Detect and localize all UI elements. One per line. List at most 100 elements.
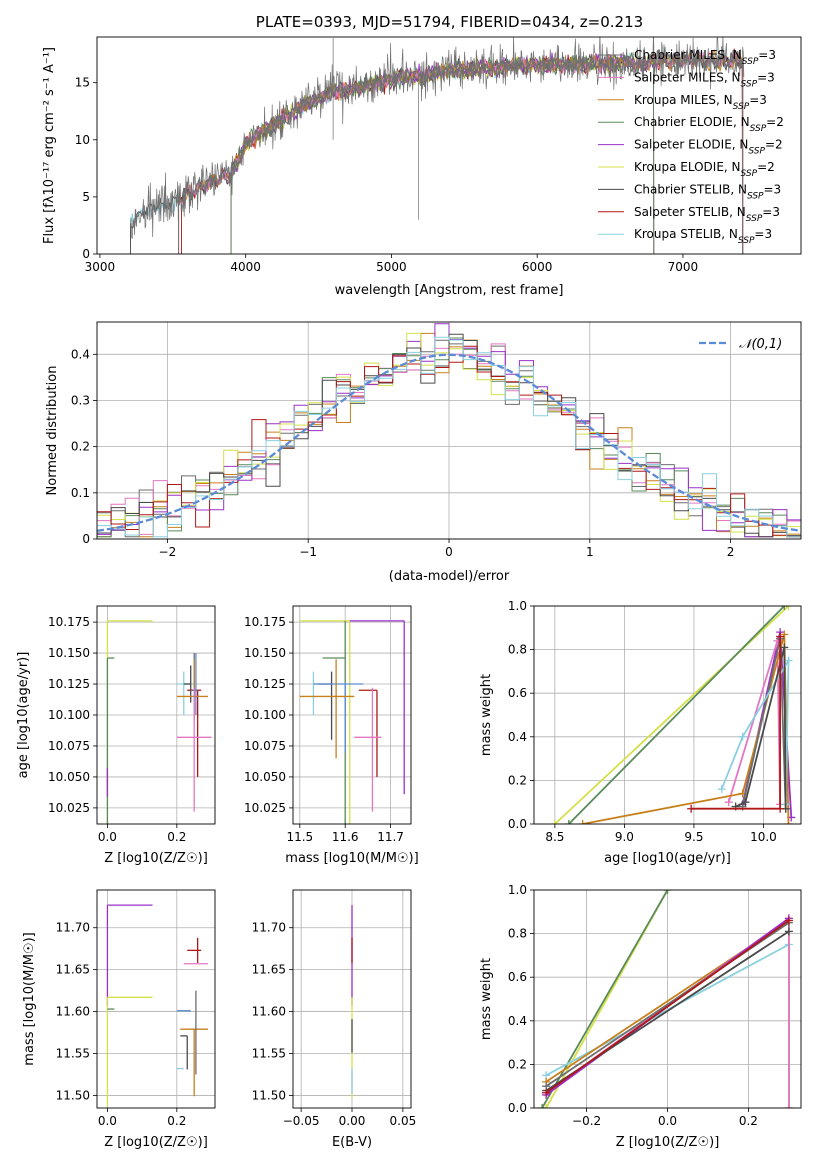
y-tick-label: 0.4 [508, 1014, 527, 1028]
x-tick-label: 6000 [522, 260, 553, 274]
y-tick-label: 0.3 [71, 393, 90, 407]
x-tick-label: 4000 [230, 260, 261, 274]
legend-subscript: SSP [750, 124, 767, 134]
model-chabrier_elodie [230, 52, 655, 254]
legend-label: Kroupa STELIB, NSSP=3 [634, 227, 772, 246]
y-axis-label: Flux [fλ10⁻¹⁷ erg cm⁻² s⁻¹ A⁻¹] [42, 47, 57, 244]
legend-subscript: SSP [741, 169, 758, 179]
weight-marker [663, 890, 672, 894]
axes-frame [96, 36, 802, 255]
y-tick-label: 0.4 [71, 347, 90, 361]
axes-residuals: −2 −1 0 1 2 0 0.1 0.2 0.3 0.4 Normed distribution (… [45, 321, 802, 584]
weight-marker [784, 606, 793, 610]
y-tick-label: 10 [75, 133, 90, 147]
legend-subscript: SSP [741, 79, 758, 89]
y-tick-label: 11.65 [252, 963, 286, 977]
y-tick-label: 11.50 [56, 1088, 90, 1102]
x-axis-label: age [log10(age/yr)] [604, 851, 731, 866]
weight-marker [784, 927, 793, 936]
weight-marker [780, 643, 789, 652]
y-tick-label: 0 [82, 532, 90, 546]
weight-marker [784, 820, 793, 824]
legend-label: Salpeter ELODIE, NSSP=2 [634, 138, 783, 157]
y-tick-label: 10.125 [48, 677, 90, 691]
legend-suffix: =3 [762, 205, 780, 219]
legend-subscript: SSP [746, 214, 763, 224]
y-axis-label: Normed distribution [45, 366, 60, 496]
x-axis-label: E(B-V) [332, 1135, 372, 1150]
y-tick-label: 0 [82, 247, 90, 261]
y-tick-label: 10.075 [48, 739, 90, 753]
axes-age_vs_Z: 0.0 0.2 10.025 10.050 10.075 10.100 10.125 10.1… [16, 605, 216, 866]
x-tick-label: 11.5 [286, 830, 313, 844]
y-tick-label: 1.0 [508, 599, 527, 613]
y-tick-label: 11.50 [252, 1088, 286, 1102]
weight-marker [578, 820, 587, 824]
y-tick-label: 0.2 [71, 440, 90, 454]
y-tick-label: 10.150 [48, 646, 90, 660]
model-kroupa_elodie [230, 53, 655, 254]
y-tick-label: 10.075 [244, 739, 286, 753]
axes-frame [292, 605, 412, 825]
x-tick-label: 0.2 [739, 1114, 758, 1128]
x-tick-label: 5000 [376, 260, 407, 274]
x-tick-label: −0.2 [572, 1114, 601, 1128]
axes-mass_vs_EBV: −0.05 0.00 0.05 11.50 11.55 11.60 11.65 11.70 E(… [252, 889, 416, 1150]
x-tick-label: 0.00 [339, 1114, 366, 1128]
x-tick-label: 0.0 [98, 830, 117, 844]
legend-label: Salpeter STELIB, NSSP=3 [634, 205, 780, 224]
legend-subscript: SSP [733, 102, 750, 112]
x-tick-label: −2 [159, 545, 177, 559]
axes-weight_vs_age: 8.5 9.0 9.5 10.0 0.0 0.2 0.4 0.6 0.8 1.0 mass weig… [479, 599, 802, 866]
x-tick-label: −1 [299, 545, 317, 559]
y-tick-label: 10.050 [48, 770, 90, 784]
x-tick-label: 10.0 [750, 830, 777, 844]
legend-suffix: =2 [766, 115, 784, 129]
weight-line-chabrier_stelib [735, 647, 787, 809]
x-axis-label: (data-model)/error [389, 569, 510, 584]
y-tick-label: 10.175 [244, 615, 286, 629]
weight-marker [550, 820, 559, 824]
weight-line-salpeter_stelib [545, 919, 790, 1094]
y-tick-label: 0.4 [508, 730, 527, 744]
legend-subscript: SSP [742, 57, 759, 67]
y-axis-label: mass weight [479, 958, 494, 1040]
legend-suffix: =3 [758, 48, 776, 62]
legend-subscript: SSP [747, 191, 764, 201]
y-axis-label: mass [log10(M/M☉)] [22, 932, 37, 1065]
x-tick-label: 11.7 [377, 830, 404, 844]
legend-suffix: =3 [757, 70, 775, 84]
x-tick-label: 0 [445, 545, 453, 559]
weight-line-chabrier_elodie [568, 606, 785, 824]
x-tick-label: 11.6 [332, 830, 359, 844]
weight-marker [542, 1088, 551, 1097]
weight-marker [780, 606, 789, 610]
weight-line-kroupa_stelib [720, 657, 790, 805]
legend-suffix: =3 [749, 93, 767, 107]
y-tick-label: 11.60 [252, 1005, 286, 1019]
data-spectrum [130, 37, 745, 240]
x-axis-label: mass [log10(M/M☉)] [285, 851, 418, 866]
legend-label: Kroupa ELODIE, NSSP=2 [634, 160, 775, 179]
y-tick-label: 0.6 [508, 970, 527, 984]
x-tick-label: 9.5 [684, 830, 703, 844]
y-tick-label: 15 [75, 76, 90, 90]
y-tick-label: 11.70 [252, 921, 286, 935]
y-tick-label: 0.0 [508, 817, 527, 831]
axes-frame [96, 605, 216, 825]
x-tick-label: 0.2 [167, 1114, 186, 1128]
x-tick-label: 0.0 [658, 1114, 677, 1128]
y-tick-label: 11.60 [56, 1005, 90, 1019]
legend-suffix: =2 [757, 160, 775, 174]
y-tick-label: 0.8 [508, 643, 527, 657]
y-tick-label: 11.70 [56, 921, 90, 935]
weight-marker [717, 785, 726, 794]
figure-title: PLATE=0393, MJD=51794, FIBERID=0434, z=0… [255, 13, 644, 31]
legend-subscript: SSP [748, 147, 765, 157]
weight-line-kroupa_elodie [554, 606, 790, 824]
y-tick-label: 0.2 [508, 773, 527, 787]
y-tick-label: 0.8 [508, 927, 527, 941]
x-tick-label: 1 [586, 545, 594, 559]
legend-label: 𝒩(0,1) [739, 337, 782, 352]
weight-line-salpeter_stelib [691, 636, 781, 810]
